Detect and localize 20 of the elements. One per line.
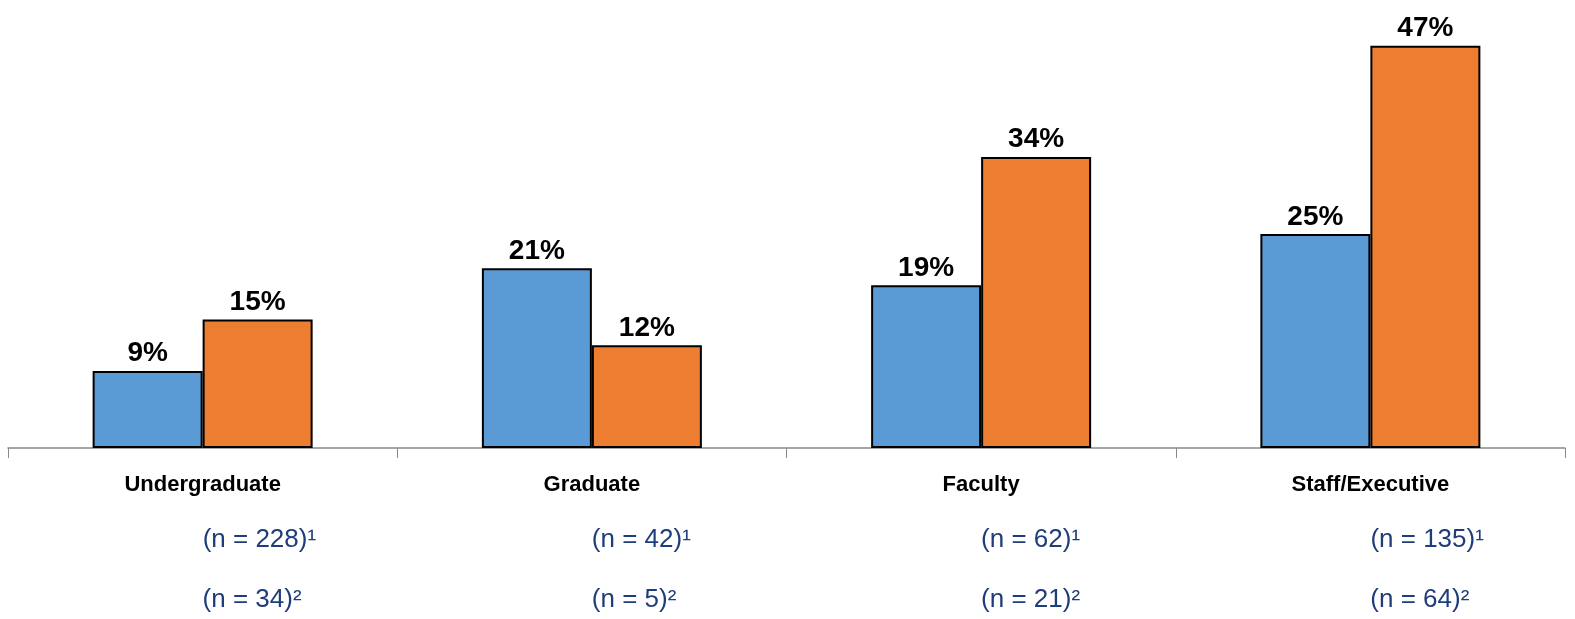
data-label: 19% — [898, 250, 955, 282]
data-label: 34% — [1008, 122, 1065, 154]
text: (n = 34)² — [202, 583, 302, 613]
x-tick-label: Graduate — [543, 470, 641, 496]
data-label: 15% — [229, 285, 286, 317]
data-label: 47% — [1397, 11, 1454, 43]
x-tick-label: Undergraduate — [124, 470, 281, 496]
text: (n = 64)² — [1370, 583, 1470, 613]
data-label: 21% — [508, 233, 565, 265]
data-label: 9% — [127, 336, 168, 368]
x-tick-label: Faculty — [942, 470, 1021, 496]
x-tick-label: Staff/Executive — [1291, 470, 1450, 496]
text: (n = 42)¹ — [591, 523, 692, 553]
data-label: 12% — [618, 310, 675, 342]
text: (n = 62)¹ — [981, 523, 1081, 553]
text: (n = 5)² — [591, 583, 677, 613]
text: (n = 228)¹ — [202, 523, 317, 553]
text: (n = 21)² — [981, 583, 1081, 613]
text: (n = 135)¹ — [1370, 523, 1485, 553]
data-label: 25% — [1287, 199, 1344, 231]
